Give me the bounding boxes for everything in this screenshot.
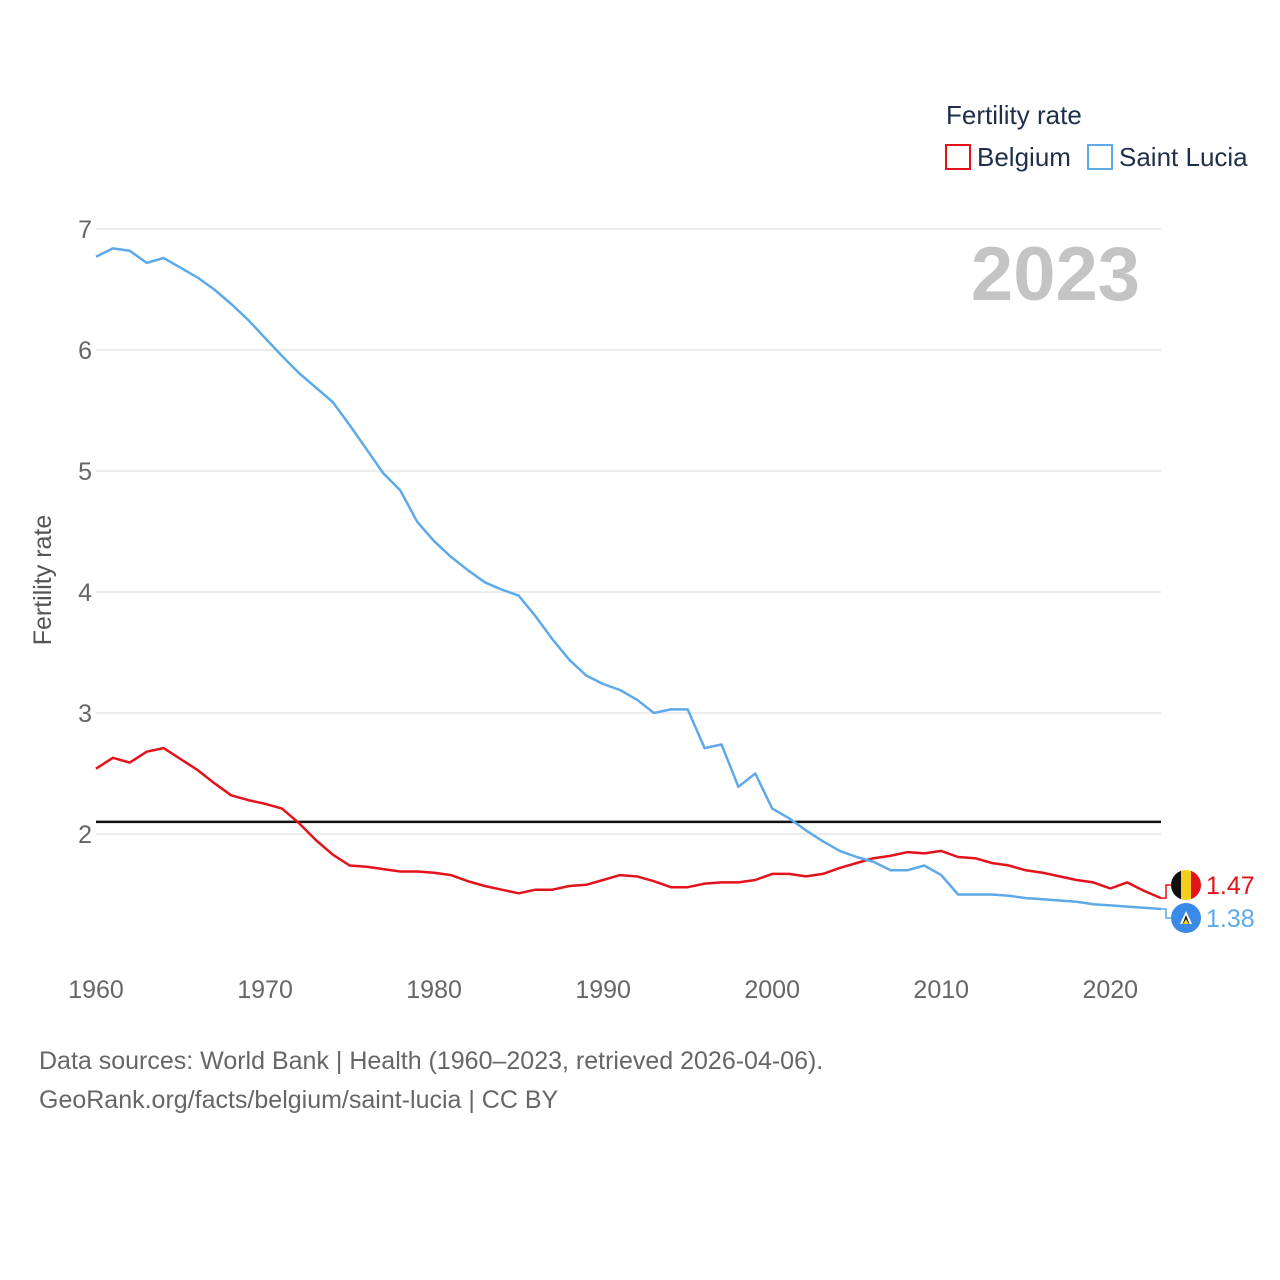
y-tick-label: 2 — [78, 821, 92, 849]
end-value-label-saint-lucia: 1.38 — [1206, 905, 1255, 933]
flag-icon-saint-lucia — [1171, 903, 1201, 933]
legend-item-saint-lucia[interactable]: Saint Lucia — [1087, 142, 1248, 172]
series-line-saint-lucia — [95, 247, 1162, 911]
x-tick-label: 1990 — [575, 976, 631, 1004]
legend: Fertility rate Belgium Saint Lucia — [945, 100, 1248, 172]
legend-label-saint-lucia: Saint Lucia — [1119, 142, 1248, 172]
end-labels: 1.47 1.38 — [1161, 870, 1255, 933]
legend-title: Fertility rate — [946, 100, 1082, 130]
series-line-belgium — [95, 746, 1162, 900]
x-tick-label: 1970 — [237, 976, 293, 1004]
flag-icon-belgium — [1171, 870, 1201, 900]
gridlines — [96, 228, 1161, 835]
legend-swatch-saint-lucia — [1087, 144, 1113, 170]
y-tick-label: 4 — [78, 579, 92, 607]
y-tick-label: 3 — [78, 700, 92, 728]
end-connector-belgium — [1161, 884, 1172, 899]
x-axis-ticks: 1960 1970 1980 1990 2000 2010 2020 — [68, 976, 1138, 1004]
y-tick-label: 7 — [78, 216, 92, 244]
legend-label-belgium: Belgium — [977, 142, 1071, 172]
x-tick-label: 2000 — [744, 976, 800, 1004]
x-tick-label: 2020 — [1082, 976, 1138, 1004]
y-axis-ticks: 2 3 4 5 6 7 — [78, 216, 92, 849]
end-connector-saint-lucia — [1161, 908, 1172, 919]
source-line-2: GeoRank.org/facts/belgium/saint-lucia | … — [39, 1086, 559, 1114]
legend-item-belgium[interactable]: Belgium — [945, 142, 1071, 172]
source-line-1: Data sources: World Bank | Health (1960–… — [39, 1047, 823, 1075]
y-tick-label: 6 — [78, 337, 92, 365]
legend-swatch-belgium — [945, 144, 971, 170]
x-tick-label: 1980 — [406, 976, 462, 1004]
x-tick-label: 1960 — [68, 976, 124, 1004]
series-lines — [95, 247, 1162, 911]
year-label: 2023 — [971, 232, 1140, 317]
y-axis-title: Fertility rate — [29, 515, 57, 646]
y-tick-label: 5 — [78, 458, 92, 486]
end-value-label-belgium: 1.47 — [1206, 872, 1255, 900]
x-tick-label: 2010 — [913, 976, 969, 1004]
